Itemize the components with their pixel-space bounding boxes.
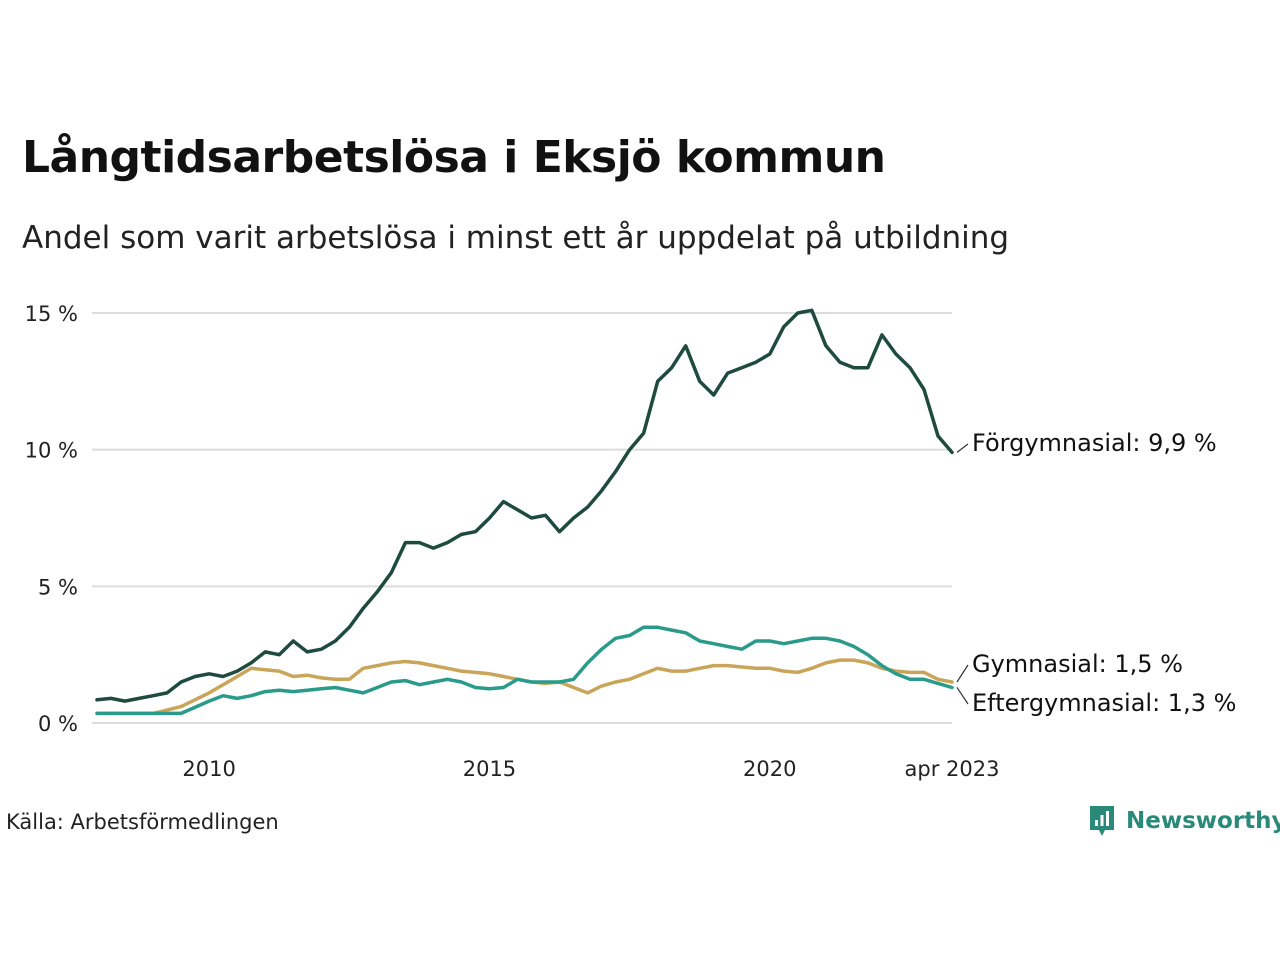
series-line-förgymnasial [95,308,954,703]
series-end-label: Eftergymnasial: 1,3 % [972,689,1236,717]
line-chart: 0 % 5 % 10 % 15 % 2010 2015 2020 apr 2023 Förg… [25,302,1237,781]
chart-title: Långtidsarbetslösa i Eksjö kommun [22,132,886,183]
label-connector [956,687,969,705]
series-lines [95,308,954,716]
newsworthy-logo-icon [1090,806,1114,836]
x-tick-label: 2015 [463,757,516,781]
gridlines [92,312,952,724]
y-tick-label: 10 % [25,439,78,463]
x-tick-label: 2020 [743,757,796,781]
series-end-label: Gymnasial: 1,5 % [972,650,1183,678]
brand-logo: Newsworthy [1088,804,1280,838]
label-connector [956,664,969,683]
x-tick-label: 2010 [182,757,235,781]
series-end-label: Förgymnasial: 9,9 % [972,429,1217,457]
series-end-labels: Förgymnasial: 9,9 % Gymnasial: 1,5 % Efter… [956,429,1236,717]
y-tick-label: 5 % [38,575,78,599]
chart-subtitle: Andel som varit arbetslösa i minst ett å… [22,220,1010,256]
series-line-eftergymnasial [95,625,954,716]
source-note: Källa: Arbetsförmedlingen [6,810,279,834]
y-axis-labels: 0 % 5 % 10 % 15 % [25,302,78,736]
x-axis-labels: 2010 2015 2020 apr 2023 [182,757,999,781]
y-tick-label: 0 % [38,712,78,736]
x-tick-label: apr 2023 [905,757,1000,781]
series-line-gymnasial [95,658,954,716]
brand-name: Newsworthy [1126,808,1280,834]
label-connector [956,443,969,453]
y-tick-label: 15 % [25,302,78,326]
